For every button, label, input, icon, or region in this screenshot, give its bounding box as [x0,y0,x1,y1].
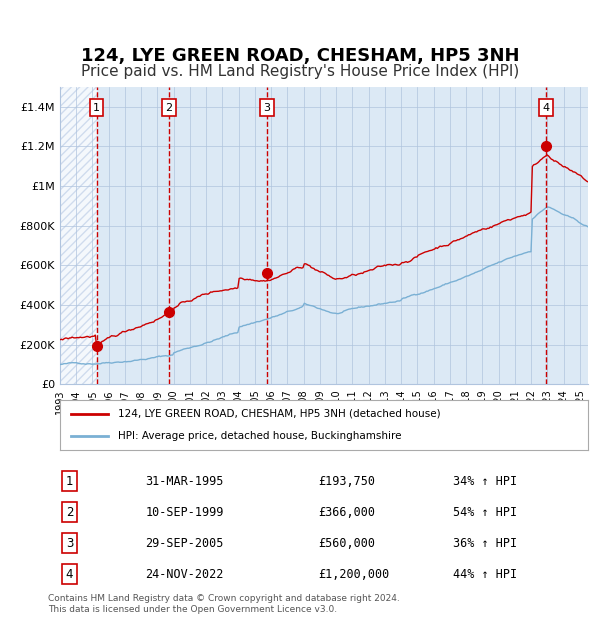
Text: 1: 1 [93,103,100,113]
Text: £560,000: £560,000 [318,537,375,549]
Text: 36% ↑ HPI: 36% ↑ HPI [453,537,517,549]
Text: HPI: Average price, detached house, Buckinghamshire: HPI: Average price, detached house, Buck… [118,431,401,441]
Text: 29-SEP-2005: 29-SEP-2005 [145,537,224,549]
Text: 3: 3 [263,103,271,113]
Text: 124, LYE GREEN ROAD, CHESHAM, HP5 3NH: 124, LYE GREEN ROAD, CHESHAM, HP5 3NH [81,47,519,65]
Text: 34% ↑ HPI: 34% ↑ HPI [453,475,517,487]
Text: Price paid vs. HM Land Registry's House Price Index (HPI): Price paid vs. HM Land Registry's House … [81,64,519,79]
Text: 2: 2 [66,506,73,518]
Text: 4: 4 [542,103,550,113]
Text: £366,000: £366,000 [318,506,375,518]
Text: 2: 2 [165,103,172,113]
Text: 3: 3 [66,537,73,549]
Text: 4: 4 [66,568,73,580]
Text: 124, LYE GREEN ROAD, CHESHAM, HP5 3NH (detached house): 124, LYE GREEN ROAD, CHESHAM, HP5 3NH (d… [118,409,441,419]
Text: 24-NOV-2022: 24-NOV-2022 [145,568,224,580]
Text: 1: 1 [66,475,73,487]
Text: Contains HM Land Registry data © Crown copyright and database right 2024.
This d: Contains HM Land Registry data © Crown c… [48,595,400,614]
Bar [60,87,97,384]
Text: 31-MAR-1995: 31-MAR-1995 [145,475,224,487]
Text: £1,200,000: £1,200,000 [318,568,389,580]
Text: 44% ↑ HPI: 44% ↑ HPI [453,568,517,580]
Text: 54% ↑ HPI: 54% ↑ HPI [453,506,517,518]
Text: £193,750: £193,750 [318,475,375,487]
Text: 10-SEP-1999: 10-SEP-1999 [145,506,224,518]
